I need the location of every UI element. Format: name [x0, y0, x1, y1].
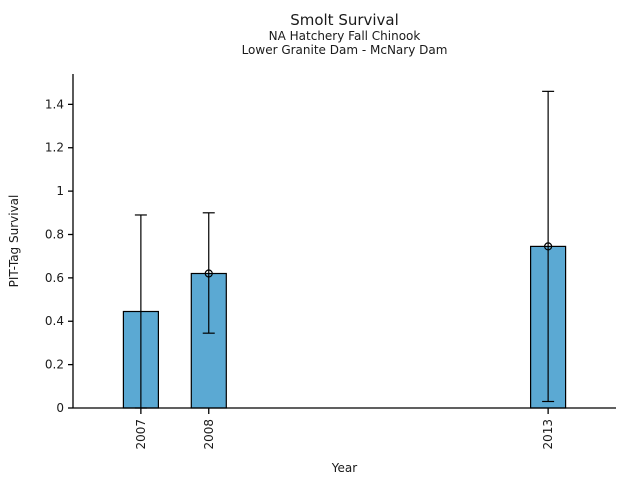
y-tick-label: 1 — [56, 184, 64, 198]
chart-subtitle-line1: NA Hatchery Fall Chinook — [268, 29, 421, 43]
y-tick-label: 0 — [56, 401, 64, 415]
y-tick-label: 1.2 — [45, 141, 64, 155]
x-tick-label: 2013 — [541, 419, 555, 450]
x-tick-label: 2007 — [134, 419, 148, 450]
y-tick-label: 0.8 — [45, 228, 64, 242]
chart-subtitle-line2: Lower Granite Dam - McNary Dam — [241, 43, 448, 57]
y-tick-label: 1.4 — [45, 97, 64, 111]
x-tick-label: 2008 — [202, 419, 216, 450]
y-tick-label: 0.4 — [45, 314, 64, 328]
y-tick-label: 0.6 — [45, 271, 64, 285]
y-tick-label: 0.2 — [45, 358, 64, 372]
x-axis-label: Year — [331, 461, 358, 475]
chart-title: Smolt Survival — [290, 11, 399, 29]
point-marker-2013 — [544, 242, 553, 251]
point-marker-2008 — [204, 269, 213, 278]
